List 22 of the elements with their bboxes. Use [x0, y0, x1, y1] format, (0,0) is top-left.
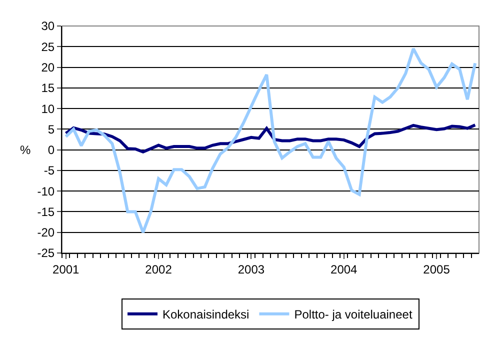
y-tick-label: 25 — [41, 40, 55, 54]
x-tick-label: 2004 — [330, 262, 358, 276]
y-tick-label: 20 — [41, 60, 55, 74]
y-tick-label: 5 — [48, 122, 55, 136]
line-series — [64, 47, 477, 234]
y-tick-label: 15 — [41, 81, 55, 96]
x-tick-label: 2001 — [52, 262, 80, 276]
x-tick-label: 2002 — [145, 262, 172, 276]
x-tick-label: 2003 — [238, 262, 265, 276]
y-tick-label: -10 — [37, 184, 55, 198]
y-axis-title: % — [20, 143, 31, 157]
legend-label: Poltto- ja voiteluaineet — [294, 308, 413, 322]
y-tick-label: 0 — [48, 143, 55, 158]
y-tick-label: -25 — [37, 246, 55, 260]
y-tick-label: 10 — [41, 102, 55, 116]
legend-label: Kokonaisindeksi — [162, 308, 250, 322]
y-tick-label: -20 — [37, 226, 55, 240]
line-series — [64, 124, 477, 154]
y-tick-label: -15 — [37, 204, 55, 219]
y-tick-label: -5 — [44, 164, 55, 178]
x-tick-label: 2005 — [423, 262, 450, 276]
y-tick-label: 30 — [41, 19, 55, 34]
